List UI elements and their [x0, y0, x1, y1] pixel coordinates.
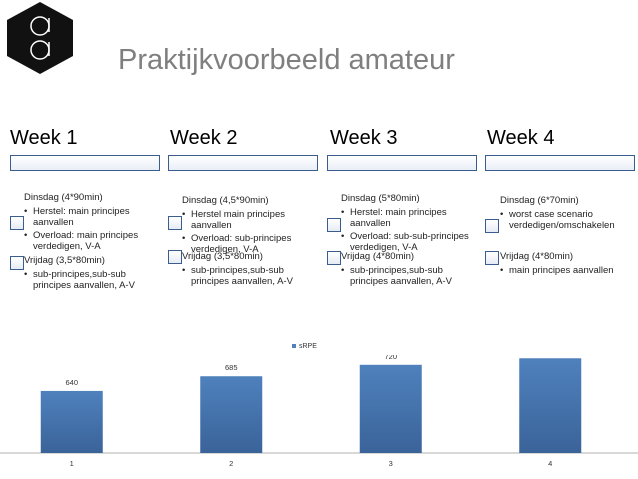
- legend-label: sRPE: [299, 343, 317, 350]
- bar-1: [40, 390, 103, 453]
- x-tick-label-1: 1: [70, 459, 74, 468]
- session-item: Herstel: main principes aanvallen: [341, 207, 473, 229]
- week-3-header-bar: [327, 155, 477, 171]
- logo: [7, 2, 73, 74]
- week-1-session-1-box: [10, 216, 24, 230]
- bar-2: [200, 376, 263, 453]
- week-4-title: Week 4: [487, 127, 555, 149]
- week-3-session-2-box: [327, 251, 341, 265]
- week-3-title: Week 3: [330, 127, 398, 149]
- bar-4: [519, 358, 582, 453]
- session-head: Dinsdag (4*90min): [24, 192, 103, 203]
- x-tick-label-3: 3: [389, 459, 393, 468]
- legend-swatch: [292, 344, 296, 349]
- session-item: main principes aanvallen: [500, 265, 634, 276]
- week-4-header-bar: [485, 155, 635, 171]
- session-item: sub-principes,sub-sub principes aanvalle…: [341, 265, 473, 287]
- x-tick-label-4: 4: [548, 459, 552, 468]
- week-2-session-2: Vrijdag (3,5*80min) sub-principes,sub-su…: [182, 251, 307, 289]
- week-1-session-2: Vrijdag (3,5*80min) sub-principes,sub-su…: [24, 255, 149, 293]
- session-item: sub-principes,sub-sub principes aanvalle…: [24, 269, 149, 291]
- data-label-2: 685: [225, 363, 238, 372]
- week-2-session-1: Dinsdag (4,5*90min) Herstel main princip…: [182, 195, 307, 257]
- week-2-title: Week 2: [170, 127, 238, 149]
- session-item: sub-principes,sub-sub principes aanvalle…: [182, 265, 307, 287]
- week-2-session-1-box: [168, 216, 182, 230]
- session-item: Overload: sub-sub-principes verdedigen, …: [341, 231, 473, 253]
- session-head: Dinsdag (6*70min): [500, 195, 579, 206]
- week-1-title: Week 1: [10, 127, 78, 149]
- session-item: Overload: main principes verdedigen, V-A: [24, 230, 149, 252]
- session-item: Overload: sub-principes verdedigen, V-A: [182, 233, 307, 255]
- week-3-session-1: Dinsdag (5*80min) Herstel: main principe…: [341, 193, 473, 255]
- srpe-bar-chart: 6401685272037404: [0, 355, 638, 468]
- data-label-1: 640: [65, 378, 78, 387]
- week-4-session-2: Vrijdag (4*80min) main principes aanvall…: [500, 251, 634, 278]
- week-1-header-bar: [10, 155, 160, 171]
- session-head: Vrijdag (4*80min): [341, 251, 415, 262]
- week-3-session-2: Vrijdag (4*80min) sub-principes,sub-sub …: [341, 251, 473, 289]
- week-4-session-1: Dinsdag (6*70min) worst case scenario ve…: [500, 195, 634, 233]
- week-3-session-1-box: [327, 218, 341, 232]
- session-head: Vrijdag (3,5*80min): [24, 255, 105, 266]
- chart-legend: sRPE: [292, 343, 317, 350]
- week-4-session-2-box: [485, 251, 499, 265]
- session-head: Dinsdag (4,5*90min): [182, 195, 269, 206]
- session-item: Herstel main principes aanvallen: [182, 209, 307, 231]
- session-head: Vrijdag (4*80min): [500, 251, 574, 262]
- week-2-header-bar: [168, 155, 318, 171]
- session-head: Vrijdag (3,5*80min): [182, 251, 263, 262]
- session-head: Dinsdag (5*80min): [341, 193, 420, 204]
- session-item: worst case scenario verdedigen/omschakel…: [500, 209, 634, 231]
- session-item: Herstel: main principes aanvallen: [24, 206, 149, 228]
- bar-3: [359, 364, 422, 453]
- x-tick-label-2: 2: [229, 459, 233, 468]
- week-1-session-1: Dinsdag (4*90min) Herstel: main principe…: [24, 192, 149, 254]
- week-4-session-1-box: [485, 219, 499, 233]
- page-title: Praktijkvoorbeeld amateur: [118, 44, 455, 76]
- data-label-3: 720: [384, 355, 397, 361]
- week-1-session-2-box: [10, 256, 24, 270]
- week-2-session-2-box: [168, 250, 182, 264]
